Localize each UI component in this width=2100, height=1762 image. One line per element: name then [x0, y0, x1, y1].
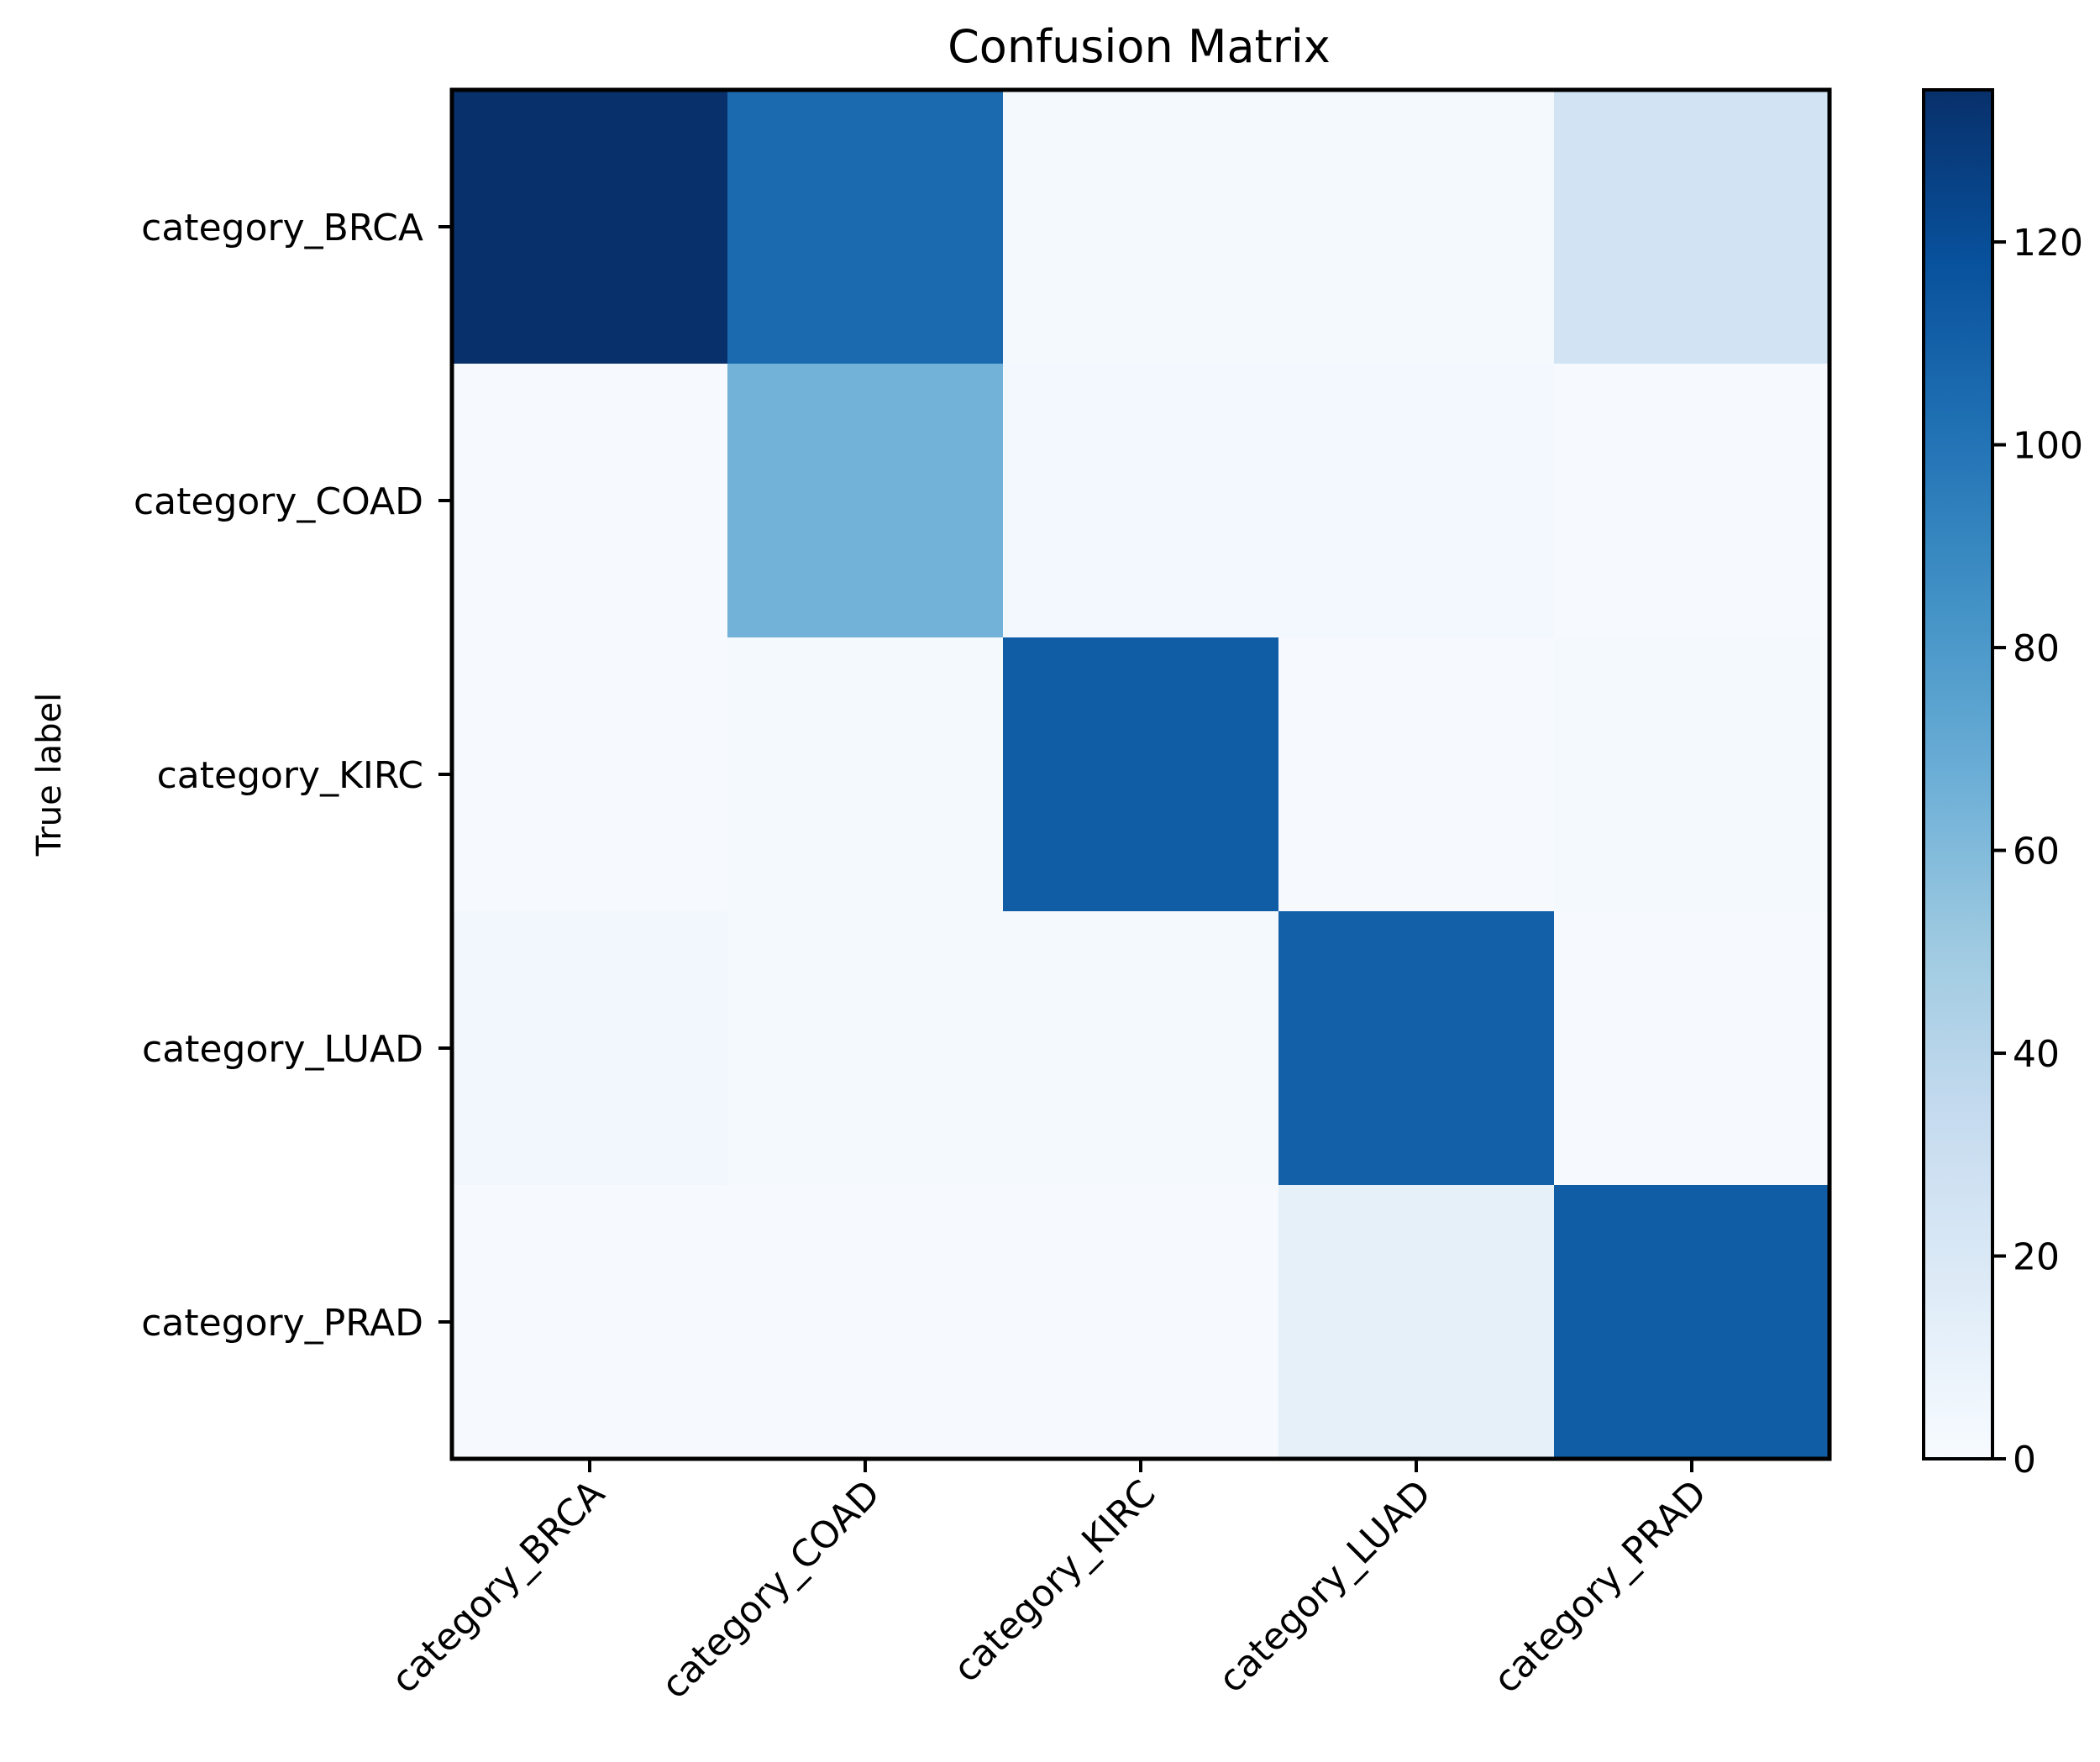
colorbar-tick-label: 20	[2013, 1236, 2060, 1279]
heatmap-cell	[727, 637, 1004, 912]
heatmap-cell	[1554, 911, 1830, 1186]
colorbar-ticks: 0 20 40 60 80 100 120	[1992, 222, 2083, 1481]
heatmap-cell	[1554, 1185, 1830, 1460]
heatmap-cell	[727, 90, 1004, 364]
heatmap-cell	[1003, 90, 1279, 364]
heatmap-cell	[1554, 90, 1830, 364]
x-tick-label: category_COAD	[654, 1472, 889, 1707]
heatmap-cell	[1003, 911, 1279, 1186]
colorbar-tick-label: 40	[2013, 1033, 2060, 1076]
heatmap-cell	[1278, 637, 1555, 912]
heatmap-cell	[452, 364, 728, 638]
y-tick-label: category_PRAD	[141, 1302, 423, 1345]
y-axis-label: True label	[30, 693, 69, 857]
heatmap-cell	[452, 911, 728, 1186]
chart-title: Confusion Matrix	[948, 20, 1331, 73]
x-axis-ticks: category_BRCA category_COAD category_KIRC c…	[383, 1459, 1715, 1707]
y-tick-label: category_LUAD	[142, 1028, 423, 1071]
y-tick-label: category_BRCA	[141, 207, 423, 249]
heatmap-cell	[1278, 1185, 1555, 1460]
heatmap-cell	[452, 1185, 728, 1460]
heatmap-cell	[1003, 364, 1279, 638]
y-axis-ticks: category_BRCA category_COAD category_KIRCc…	[134, 207, 452, 1345]
colorbar-tick-label: 0	[2013, 1439, 2036, 1481]
heatmap-cell	[727, 1185, 1004, 1460]
y-tick-label: category_COAD	[134, 480, 423, 523]
heatmap-cell	[1003, 637, 1279, 912]
heatmap-cell	[1278, 364, 1555, 638]
colorbar-tick-label: 80	[2013, 627, 2060, 670]
colorbar-tick-label: 120	[2013, 222, 2083, 265]
heatmap-cell	[1554, 637, 1830, 912]
x-tick-label: category_PRAD	[1485, 1472, 1714, 1702]
heatmap-cell	[1278, 911, 1555, 1186]
x-tick-label: category_BRCA	[383, 1472, 613, 1702]
colorbar-tick-label: 100	[2013, 425, 2083, 468]
y-tick-label: category_KIRC	[157, 754, 423, 797]
heatmap-cell	[1278, 90, 1555, 364]
colorbar-tick-label: 60	[2013, 831, 2060, 873]
heatmap-cell	[452, 90, 728, 364]
colorbar	[1922, 88, 1994, 1460]
heatmap-cell	[1554, 364, 1830, 638]
x-tick-label: category_KIRC	[945, 1472, 1163, 1691]
heatmap-cell	[452, 637, 728, 912]
heatmap-cell	[1003, 1185, 1279, 1460]
heatmap-cell	[727, 364, 1004, 638]
x-tick-label: category_LUAD	[1210, 1472, 1440, 1702]
heatmap-cell	[727, 911, 1004, 1186]
heatmap-cells	[452, 90, 1830, 1460]
